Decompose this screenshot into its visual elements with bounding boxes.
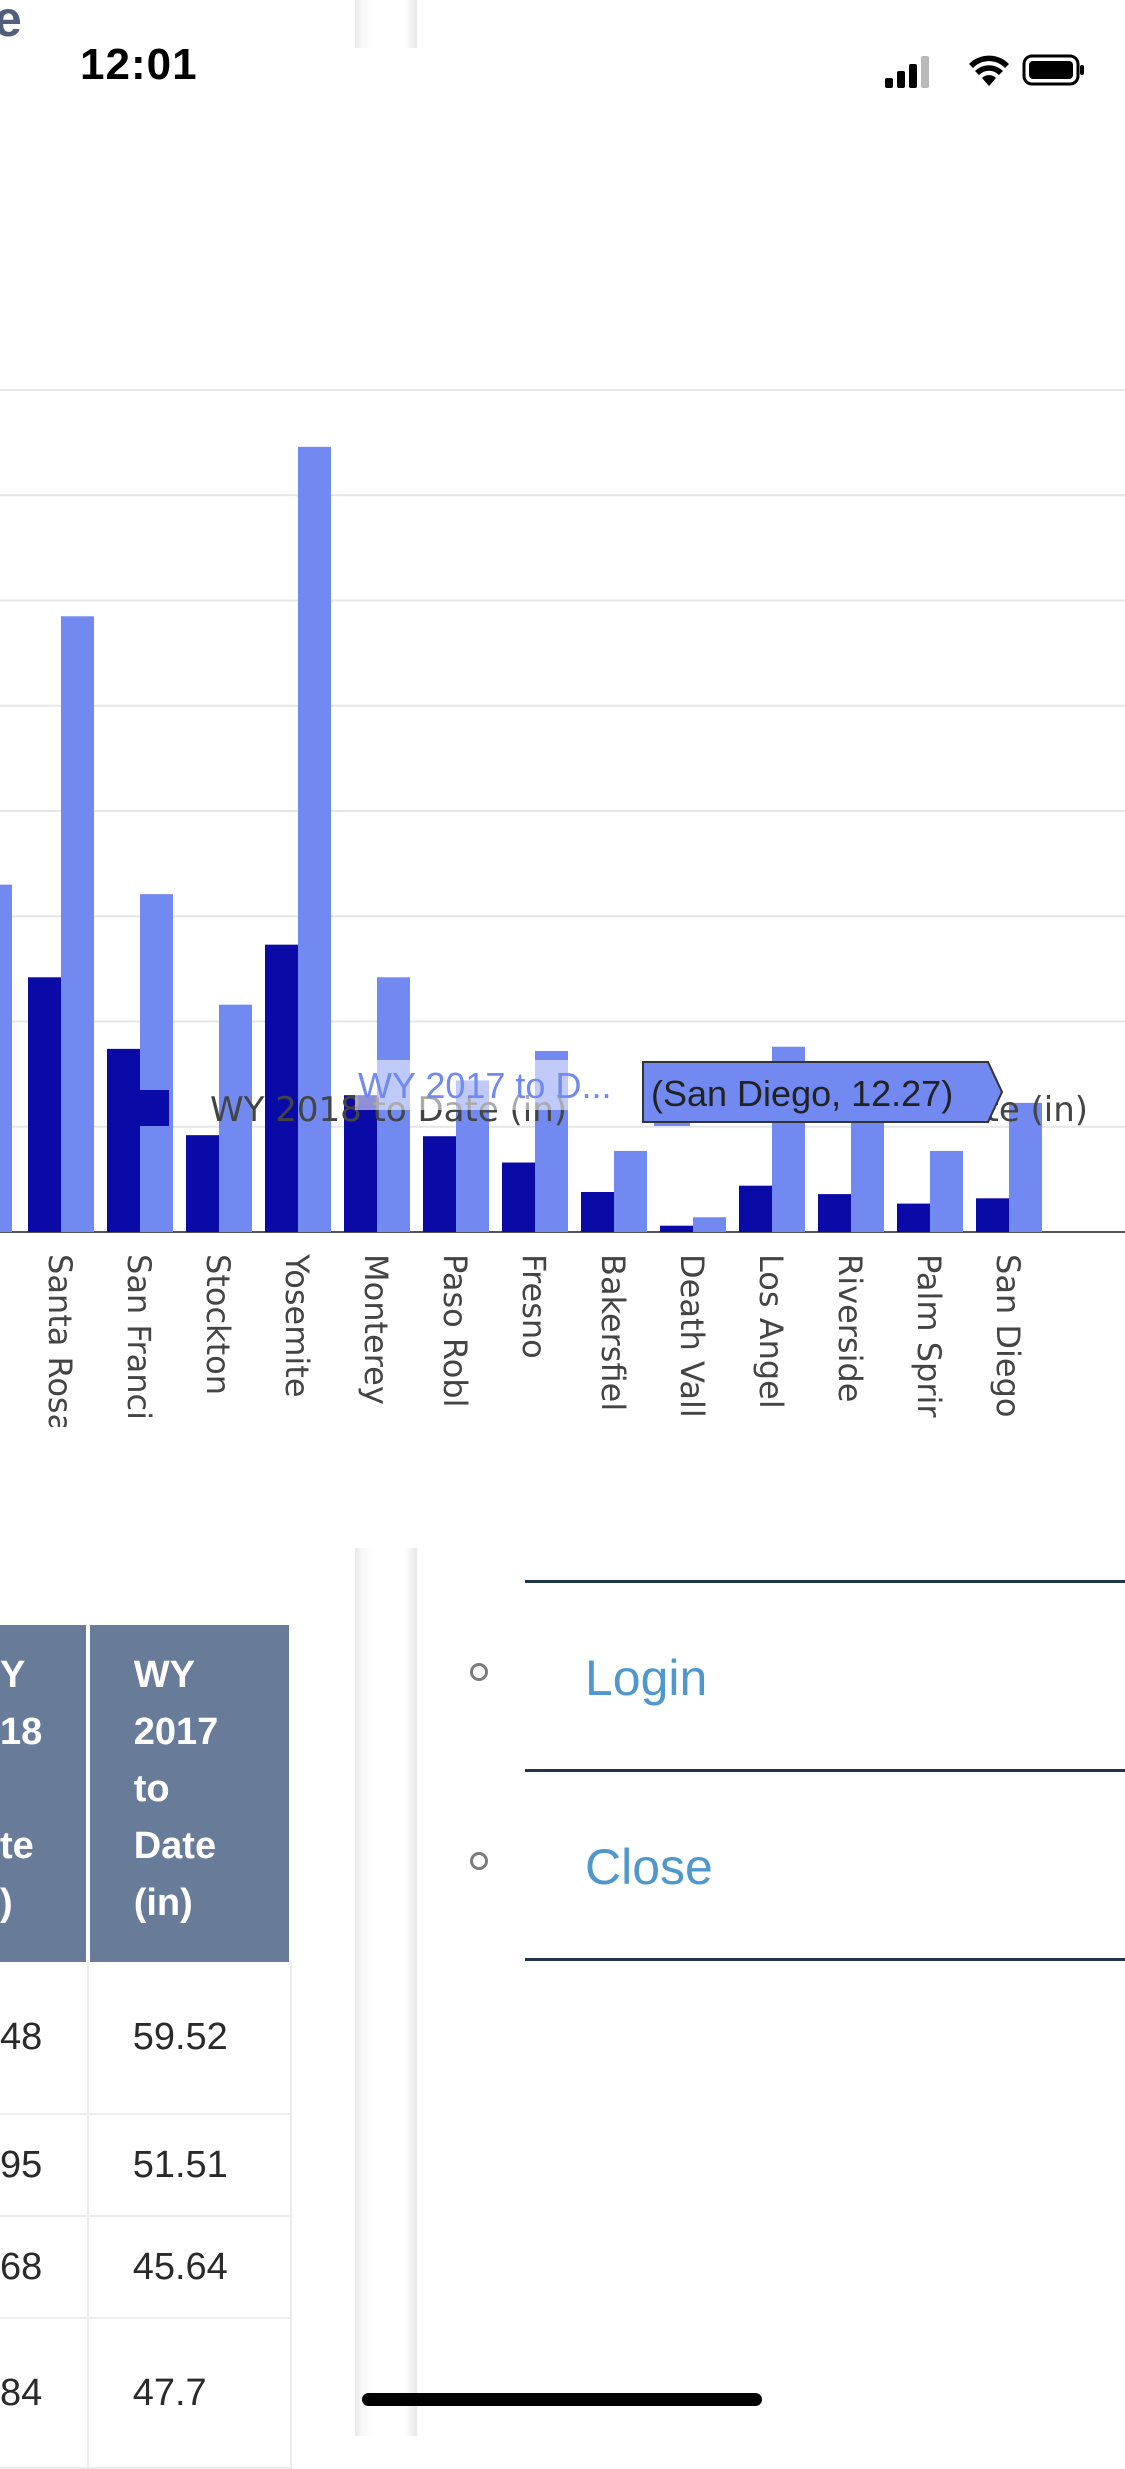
home-indicator xyxy=(362,2393,762,2406)
header-line: Y xyxy=(0,1654,26,1696)
precipitation-table-fragment: Y 18 te ) WY 2017 to Date (in) 48 59.52 xyxy=(0,1625,294,2469)
x-tick-label: Riverside xyxy=(831,1254,869,1402)
bar-wy2018-12[interactable] xyxy=(976,1198,1009,1232)
background-page-title-fragment: e xyxy=(0,0,22,47)
tooltip-box xyxy=(642,1061,1004,1123)
x-tick-label: San Franci xyxy=(120,1254,158,1420)
legend-swatch-wy2018 xyxy=(133,1090,169,1126)
bar-wy2017-0[interactable] xyxy=(61,616,94,1232)
bar-wy2018-6[interactable] xyxy=(502,1162,535,1232)
bar-partial-clipped[interactable] xyxy=(0,884,12,1232)
bar-wy2018-4[interactable] xyxy=(344,1095,377,1232)
cellular-signal-icon xyxy=(885,56,929,88)
tooltip-point-label: (San Diego, 12.27) xyxy=(651,1073,953,1114)
bar-wy2017-12[interactable] xyxy=(1009,1102,1042,1232)
header-line: Date xyxy=(133,1825,217,1867)
bar-wy2018-3[interactable] xyxy=(265,944,298,1232)
x-tick-label: Santa Rosa xyxy=(41,1254,79,1433)
bar-wy2017-8[interactable] xyxy=(693,1217,726,1232)
table-row: 95 51.51 xyxy=(0,2114,293,2217)
table-row: 48 59.52 xyxy=(0,1962,293,2115)
bar-wy2018-11[interactable] xyxy=(897,1203,930,1232)
chart-panel xyxy=(0,48,1125,1548)
menu-item-login[interactable]: Login xyxy=(470,1580,1125,1769)
table-header-wy2017: WY 2017 to Date (in) xyxy=(87,1625,294,1962)
table-cell: 84 xyxy=(0,2318,89,2469)
table-cell: 68 xyxy=(0,2216,89,2319)
status-icons xyxy=(885,50,1085,95)
table-cell: 45.64 xyxy=(87,2216,293,2319)
bar-wy2017-10[interactable] xyxy=(851,1103,884,1232)
tooltip-series-bg xyxy=(355,1060,635,1110)
bar-wy2018-0[interactable] xyxy=(28,977,61,1232)
bullet-icon xyxy=(470,1663,488,1681)
side-menu: Login Close xyxy=(470,1580,1125,1961)
table-cell: 48 xyxy=(0,1962,89,2115)
battery-icon xyxy=(1022,54,1084,86)
table-cell: 51.51 xyxy=(87,2114,293,2217)
chart-tooltip: WY 2017 to D... (San Diego, 12.27) xyxy=(355,1060,1004,1123)
header-line: 18 xyxy=(0,1711,43,1753)
wifi-icon xyxy=(969,55,1009,86)
menu-item-close[interactable]: Close xyxy=(470,1769,1125,1961)
tooltip-series-label: WY 2017 to D... xyxy=(358,1065,611,1106)
table-header-wy2018: Y 18 te ) xyxy=(0,1625,90,1962)
login-link[interactable]: Login xyxy=(585,1650,708,1706)
bar-wy2017-3[interactable] xyxy=(298,446,331,1233)
bar-wy2018-1[interactable] xyxy=(107,1048,140,1232)
x-tick-label: Paso Robl xyxy=(436,1254,474,1407)
bar-wy2018-10[interactable] xyxy=(818,1194,851,1232)
bullet-icon xyxy=(470,1852,488,1870)
data-table: Y 18 te ) WY 2017 to Date (in) 48 59.52 xyxy=(0,1625,294,2469)
header-line: (in) xyxy=(133,1882,193,1924)
table-row: 84 47.7 xyxy=(0,2318,293,2469)
header-line: 2017 xyxy=(133,1711,219,1753)
header-line xyxy=(0,1761,86,1818)
chart-x-tick-labels: Santa Rosa San Franci Stockton Yosemite Mont… xyxy=(0,1253,1125,1457)
header-line: WY xyxy=(133,1654,195,1696)
bar-wy2018-2[interactable] xyxy=(186,1135,219,1232)
table-cell: 59.52 xyxy=(87,1962,293,2115)
bar-wy2017-7[interactable] xyxy=(614,1150,647,1232)
tick-label-clip xyxy=(0,1427,1125,1457)
status-bar: 12:01 xyxy=(0,0,1125,140)
header-line: to xyxy=(133,1768,170,1810)
x-tick-label: Death Vall xyxy=(673,1254,711,1418)
table-cell: 47.7 xyxy=(87,2318,293,2469)
bar-wy2017-1[interactable] xyxy=(140,894,173,1232)
close-link[interactable]: Close xyxy=(585,1839,713,1895)
x-tick-label: Fresno xyxy=(515,1254,553,1359)
status-time: 12:01 xyxy=(80,40,198,89)
x-tick-label: San Diego xyxy=(989,1254,1027,1417)
table-row: 68 45.64 xyxy=(0,2216,293,2319)
precipitation-bar-chart: Santa Rosa San Franci Stockton Yosemite Mont… xyxy=(0,389,1125,1457)
bar-wy2018-8[interactable] xyxy=(660,1225,693,1232)
x-tick-label: Stockton xyxy=(199,1254,237,1395)
x-tick-label: Bakersfiel xyxy=(594,1254,632,1411)
bar-wy2018-9[interactable] xyxy=(739,1185,772,1232)
x-tick-label: Monterey xyxy=(357,1254,395,1405)
header-line: te xyxy=(0,1825,34,1867)
x-tick-label: Palm Sprir xyxy=(910,1254,948,1418)
header-line: ) xyxy=(0,1882,13,1924)
bar-wy2017-2[interactable] xyxy=(219,1004,252,1232)
x-tick-label: Yosemite xyxy=(278,1253,316,1398)
table-cell: 95 xyxy=(0,2114,89,2217)
x-tick-label: Los Angel xyxy=(752,1254,790,1409)
bar-wy2017-11[interactable] xyxy=(930,1150,963,1232)
bar-wy2018-7[interactable] xyxy=(581,1192,614,1232)
bar-wy2018-5[interactable] xyxy=(423,1136,456,1232)
